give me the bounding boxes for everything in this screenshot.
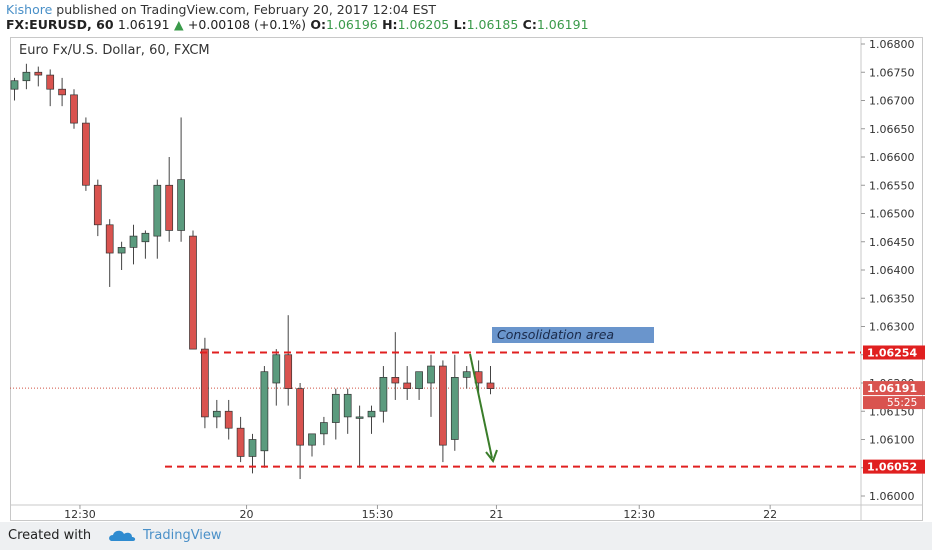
candle-up: [272, 354, 281, 384]
y-tick-label: 1.06400: [869, 264, 915, 277]
candle-up: [462, 371, 471, 378]
candle-up: [343, 393, 352, 418]
support-price-tag: 1.06052: [867, 461, 917, 474]
candle-up: [450, 377, 459, 440]
candle-up: [331, 393, 340, 423]
countdown-label: 55:25: [887, 397, 917, 409]
candle-up: [153, 184, 162, 237]
candle-down: [284, 354, 293, 390]
tradingview-cloud-icon: [109, 530, 136, 541]
created-with-label: Created with: [8, 528, 92, 543]
high-value: 1.06205: [397, 17, 450, 32]
y-tick-label: 1.06600: [869, 151, 915, 164]
candle-up: [248, 439, 257, 457]
projection-arrow-line: [469, 353, 493, 459]
chart-frame[interactable]: [10, 37, 923, 521]
x-tick-label: 22: [763, 508, 777, 521]
support-price-tag-bg: [863, 459, 925, 474]
last-price: 1.06191: [117, 17, 170, 32]
projection-arrow-head: [485, 449, 498, 464]
candle-up: [379, 377, 388, 412]
candle-up: [320, 422, 328, 435]
open-label: O:: [310, 17, 327, 32]
candle-down: [34, 71, 43, 76]
ohlc-bar: FX:EURUSD, 60 1.06191 ▲ +0.00108 (+0.1%)…: [6, 17, 589, 32]
candle-up: [129, 235, 138, 248]
candle-up: [10, 80, 19, 90]
price-change: +0.00108 (+0.1%): [187, 17, 307, 32]
candle-up: [212, 410, 221, 418]
consolidation-note: Consolidation area: [497, 327, 614, 342]
candle-down: [439, 365, 447, 446]
candle-up: [427, 365, 435, 384]
candle-down: [486, 382, 495, 390]
y-tick-label: 1.06700: [869, 95, 915, 108]
up-arrow-icon: ▲: [173, 17, 184, 32]
candle-up: [117, 247, 126, 254]
y-tick-label: 1.06000: [869, 490, 915, 503]
close-label: C:: [522, 17, 537, 32]
footer: Created with TradingView: [0, 522, 932, 550]
candle-down: [296, 388, 304, 446]
low-value: 1.06185: [466, 17, 519, 32]
high-label: H:: [382, 17, 398, 32]
candle-up: [367, 410, 376, 418]
low-label: L:: [453, 17, 467, 32]
candle-down: [201, 348, 209, 418]
resistance-price-tag: 1.06254: [867, 346, 917, 359]
candle-down: [165, 184, 174, 231]
candle-down: [189, 235, 197, 350]
x-tick-label: 15:30: [362, 508, 394, 521]
candle-up: [308, 433, 316, 446]
open-value: 1.06196: [326, 17, 378, 32]
note-bg: [492, 327, 654, 343]
y-tick-label: 1.06650: [869, 123, 915, 136]
countdown-bg: [863, 396, 925, 410]
candle-up: [355, 416, 364, 419]
candle-down: [224, 410, 233, 429]
last-price-tag-bg: [863, 381, 925, 396]
y-tick-label: 1.06350: [869, 292, 915, 305]
x-tick-label: 12:30: [64, 508, 96, 521]
x-tick-label: 21: [489, 508, 503, 521]
y-tick-label: 1.06450: [869, 236, 915, 249]
candle-down: [58, 88, 66, 96]
candle-down: [391, 377, 400, 384]
y-tick-label: 1.06550: [869, 179, 915, 192]
y-tick-label: 1.06300: [869, 321, 915, 334]
candle-up: [415, 371, 423, 390]
y-tick-label: 1.06100: [869, 434, 915, 447]
candle-up: [141, 232, 150, 243]
resistance-price-tag-bg: [863, 345, 925, 360]
candle-down: [82, 122, 90, 186]
candle-up: [260, 371, 269, 452]
candle-down: [236, 427, 245, 457]
publish-text: published on TradingView.com, February 2…: [52, 2, 437, 17]
x-tick-label: 12:30: [623, 508, 655, 521]
y-tick-label: 1.06750: [869, 66, 915, 79]
publish-info: Kishore published on TradingView.com, Fe…: [6, 2, 436, 17]
candle-down: [46, 74, 55, 90]
chart-legend: Euro Fx/U.S. Dollar, 60, FXCM: [19, 43, 210, 58]
candle-down: [70, 94, 78, 124]
chart-header: Kishore published on TradingView.com, Fe…: [0, 0, 932, 36]
y-tick-label: 1.06500: [869, 208, 915, 221]
last-price-tag: 1.06191: [867, 382, 917, 395]
candle-down: [105, 224, 114, 254]
author-link[interactable]: Kishore: [6, 2, 53, 17]
candle-up: [22, 71, 31, 82]
candle-down: [403, 382, 412, 390]
y-tick-label: 1.06800: [869, 38, 915, 51]
x-tick-label: 20: [240, 508, 254, 521]
tradingview-brand-link[interactable]: TradingView: [143, 528, 222, 543]
candle-up: [177, 179, 185, 231]
symbol-label: FX:EURUSD, 60: [6, 17, 114, 32]
candle-down: [93, 184, 102, 226]
close-value: 1.06191: [536, 17, 589, 32]
